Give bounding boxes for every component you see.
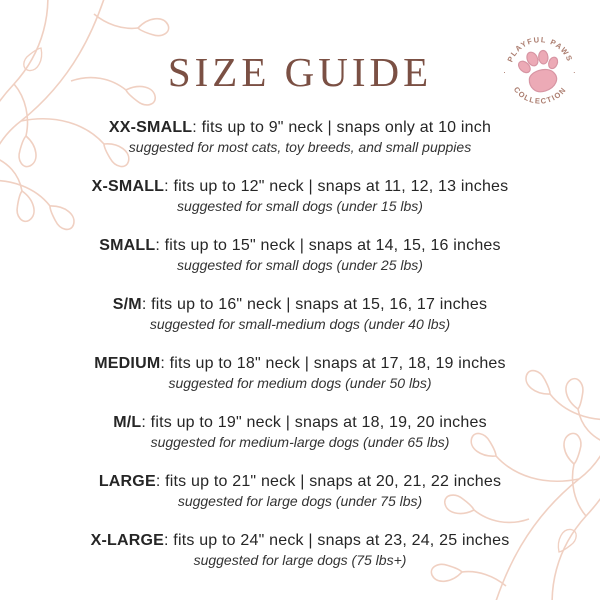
size-name: SMALL — [99, 237, 156, 255]
size-spec-line: LARGE: fits up to 21" neck | snaps at 20… — [0, 471, 600, 492]
size-name: S/M — [112, 296, 142, 314]
size-name: X-LARGE — [90, 532, 165, 550]
badge-separator-right: · — [573, 67, 576, 77]
size-info: : fits up to 18" neck | snaps at 17, 18,… — [160, 355, 506, 373]
size-suggestion: suggested for large dogs (under 75 lbs) — [177, 493, 423, 510]
size-info: : fits up to 9" neck | snaps only at 10 … — [192, 119, 492, 137]
size-spec-line: X-SMALL: fits up to 12" neck | snaps at … — [0, 176, 600, 197]
size-info: : fits up to 21" neck | snaps at 20, 21,… — [155, 473, 502, 491]
size-spec-line: X-LARGE: fits up to 24" neck | snaps at … — [0, 530, 600, 551]
size-spec-line: XX-SMALL: fits up to 9" neck | snaps onl… — [0, 117, 600, 138]
size-suggestion: suggested for large dogs (75 lbs+) — [193, 552, 407, 569]
size-spec-line: SMALL: fits up to 15" neck | snaps at 14… — [0, 235, 600, 256]
page-title: SIZE GUIDE — [167, 49, 433, 95]
size-info: : fits up to 16" neck | snaps at 15, 16,… — [141, 296, 488, 314]
size-info: : fits up to 12" neck | snaps at 11, 12,… — [164, 178, 509, 196]
size-name: M/L — [113, 414, 142, 432]
size-name: MEDIUM — [94, 355, 161, 373]
size-name: XX-SMALL — [108, 119, 193, 137]
size-row-m-l: M/L: fits up to 19" neck | snaps at 18, … — [0, 412, 600, 452]
size-row-small: SMALL: fits up to 15" neck | snaps at 14… — [0, 235, 600, 275]
size-suggestion: suggested for small-medium dogs (under 4… — [149, 316, 451, 333]
size-row-xx-small: XX-SMALL: fits up to 9" neck | snaps onl… — [0, 117, 600, 157]
size-row-medium: MEDIUM: fits up to 18" neck | snaps at 1… — [0, 353, 600, 393]
size-name: X-SMALL — [91, 178, 165, 196]
paw-icon — [517, 49, 559, 93]
size-info: : fits up to 19" neck | snaps at 18, 19,… — [141, 414, 487, 432]
size-suggestion: suggested for medium dogs (under 50 lbs) — [168, 375, 432, 392]
size-suggestion: suggested for small dogs (under 25 lbs) — [177, 257, 423, 274]
size-name: LARGE — [98, 473, 156, 491]
size-info: : fits up to 15" neck | snaps at 14, 15,… — [155, 237, 501, 255]
size-info: : fits up to 24" neck | snaps at 23, 24,… — [164, 532, 510, 550]
size-row-x-large: X-LARGE: fits up to 24" neck | snaps at … — [0, 530, 600, 570]
size-list: XX-SMALL: fits up to 9" neck | snaps onl… — [0, 117, 600, 570]
size-row-x-small: X-SMALL: fits up to 12" neck | snaps at … — [0, 176, 600, 216]
size-row-large: LARGE: fits up to 21" neck | snaps at 20… — [0, 471, 600, 511]
size-suggestion: suggested for small dogs (under 15 lbs) — [177, 198, 423, 215]
size-suggestion: suggested for most cats, toy breeds, and… — [128, 139, 472, 156]
badge-separator-left: · — [503, 67, 506, 77]
size-spec-line: S/M: fits up to 16" neck | snaps at 15, … — [0, 294, 600, 315]
size-spec-line: MEDIUM: fits up to 18" neck | snaps at 1… — [0, 353, 600, 374]
size-spec-line: M/L: fits up to 19" neck | snaps at 18, … — [0, 412, 600, 433]
size-suggestion: suggested for medium-large dogs (under 6… — [150, 434, 450, 451]
brand-badge: PLAYFUL PAWS COLLECTION · · — [503, 35, 576, 106]
size-row-s-m: S/M: fits up to 16" neck | snaps at 15, … — [0, 294, 600, 334]
